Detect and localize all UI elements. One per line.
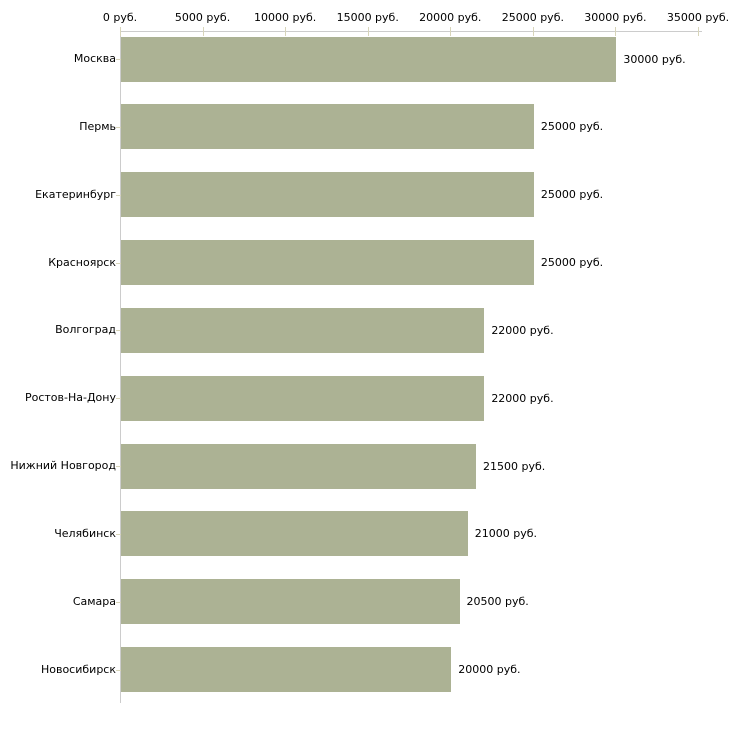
category-tick <box>116 194 123 196</box>
x-axis-tick-label: 5000 руб. <box>174 11 231 24</box>
category-label: Нижний Новгород <box>10 459 116 473</box>
category-label: Ростов-На-Дону <box>24 391 116 405</box>
x-axis-tick <box>698 27 699 36</box>
bar <box>121 240 534 286</box>
category-label: Челябинск <box>54 526 116 540</box>
value-label: 30000 руб. <box>623 52 686 66</box>
category-tick <box>116 601 123 603</box>
category-tick <box>116 330 123 332</box>
value-label: 25000 руб. <box>540 120 604 134</box>
x-axis-tick <box>450 27 452 36</box>
x-axis-tick <box>202 27 204 36</box>
x-axis-tick-label: 20000 руб. <box>419 11 482 24</box>
value-label: 20000 руб. <box>458 663 521 677</box>
value-label: 22000 руб. <box>491 323 554 337</box>
category-tick <box>116 466 123 468</box>
category-label: Екатеринбург <box>35 187 116 201</box>
x-axis-tick-label: 15000 руб. <box>336 11 399 24</box>
category-tick <box>116 59 123 60</box>
x-axis-tick-label: 10000 руб. <box>254 11 317 24</box>
value-label: 21500 руб. <box>483 459 546 473</box>
bar <box>121 104 534 150</box>
y-axis-line <box>120 31 121 703</box>
x-axis-tick-label: 30000 руб. <box>584 11 647 24</box>
bar <box>121 511 468 557</box>
value-label: 21000 руб. <box>474 527 538 541</box>
category-label: Пермь <box>79 119 116 133</box>
bar <box>121 375 485 421</box>
bar <box>121 307 485 353</box>
bar <box>121 443 477 489</box>
x-axis-line <box>120 31 702 32</box>
category-label: Москва <box>73 52 116 65</box>
x-axis-tick <box>367 27 369 36</box>
category-tick <box>116 398 123 400</box>
category-label: Новосибирск <box>40 662 116 676</box>
value-label: 25000 руб. <box>540 188 604 202</box>
bar <box>121 647 452 693</box>
bar <box>121 172 534 218</box>
x-axis-tick-label: 35000 руб. <box>666 11 730 24</box>
value-label: 20500 руб. <box>466 595 529 609</box>
category-label: Самара <box>72 594 116 608</box>
x-axis-tick-label: 25000 руб. <box>501 11 564 24</box>
value-label: 22000 руб. <box>491 391 554 405</box>
category-tick <box>116 262 123 264</box>
category-tick <box>116 669 123 671</box>
x-axis-tick <box>120 27 121 36</box>
category-label: Волгоград <box>55 323 116 337</box>
x-axis-tick <box>532 27 534 36</box>
x-axis-tick-label: 0 руб. <box>102 11 138 24</box>
category-label: Красноярск <box>48 255 116 269</box>
category-tick <box>116 126 123 128</box>
x-axis-tick <box>285 27 287 36</box>
bar <box>121 579 460 625</box>
category-tick <box>116 533 123 535</box>
value-label: 25000 руб. <box>540 256 604 270</box>
bar <box>121 36 617 82</box>
x-axis-tick <box>615 27 617 36</box>
